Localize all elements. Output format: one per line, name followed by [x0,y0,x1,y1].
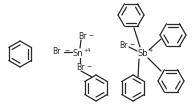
Text: −: − [64,47,69,52]
Text: −: − [129,41,134,46]
Text: +: + [148,48,153,53]
Text: Br: Br [52,47,60,56]
Text: Br: Br [78,32,86,41]
Text: Sn: Sn [73,49,83,57]
Text: Sb: Sb [138,49,148,57]
Text: Br: Br [76,62,84,71]
Text: −: − [86,63,91,68]
Text: Br: Br [119,41,127,50]
Text: −: − [88,32,93,37]
Text: +4: +4 [83,48,91,53]
